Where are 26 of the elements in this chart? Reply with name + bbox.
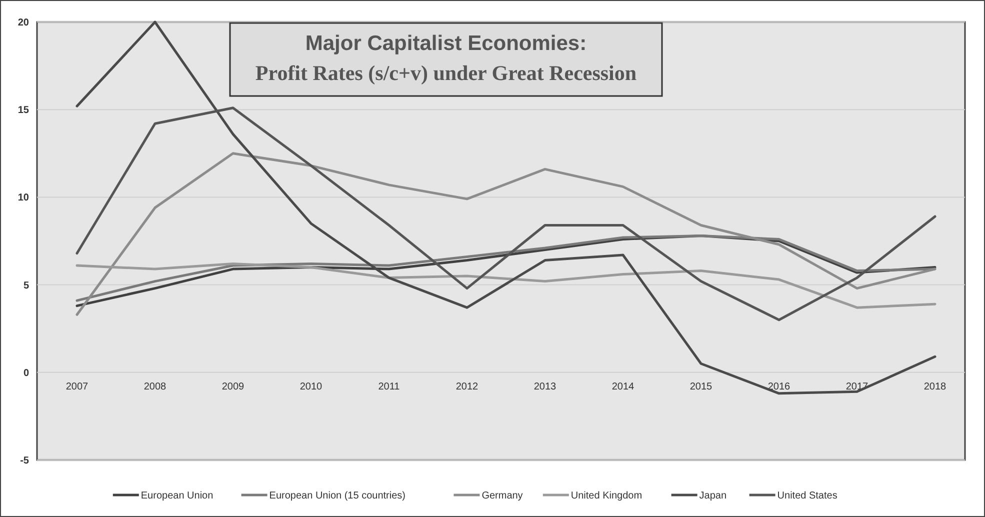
y-tick-label: -5: [20, 456, 30, 466]
legend-label: European Union (15 countries): [269, 490, 406, 502]
y-tick-label: 10: [18, 192, 30, 204]
x-tick-label: 2010: [300, 381, 323, 392]
legend-label: United Kingdom: [570, 490, 642, 502]
x-tick-label: 2016: [768, 381, 791, 392]
legend-label: Germany: [482, 490, 523, 502]
legend-label: United States: [777, 490, 838, 502]
x-tick-label: 2013: [534, 381, 557, 392]
x-tick-label: 2009: [222, 381, 245, 392]
legend-label: European Union: [140, 490, 214, 502]
y-tick-label: 0: [23, 368, 30, 379]
legend-label: Japan: [699, 490, 727, 502]
x-tick-label: 2007: [66, 381, 89, 392]
x-tick-label: 2011: [378, 381, 400, 392]
y-tick-label: 15: [18, 105, 30, 116]
line-series: [76, 262, 936, 309]
x-tick-label: 2018: [924, 381, 947, 392]
line-series: [76, 152, 936, 316]
text: Major Capitalist Economies: Profit Rates (s/c+v) under Great Recession: [255, 32, 637, 85]
y-tick-label: 5: [23, 280, 30, 292]
x-tick-label: 2012: [456, 381, 479, 392]
x-tick-label: 2008: [144, 381, 167, 392]
x-tick-label: 2014: [612, 381, 635, 392]
y-tick-label: 20: [18, 18, 30, 28]
x-tick-label: 2015: [690, 381, 713, 392]
